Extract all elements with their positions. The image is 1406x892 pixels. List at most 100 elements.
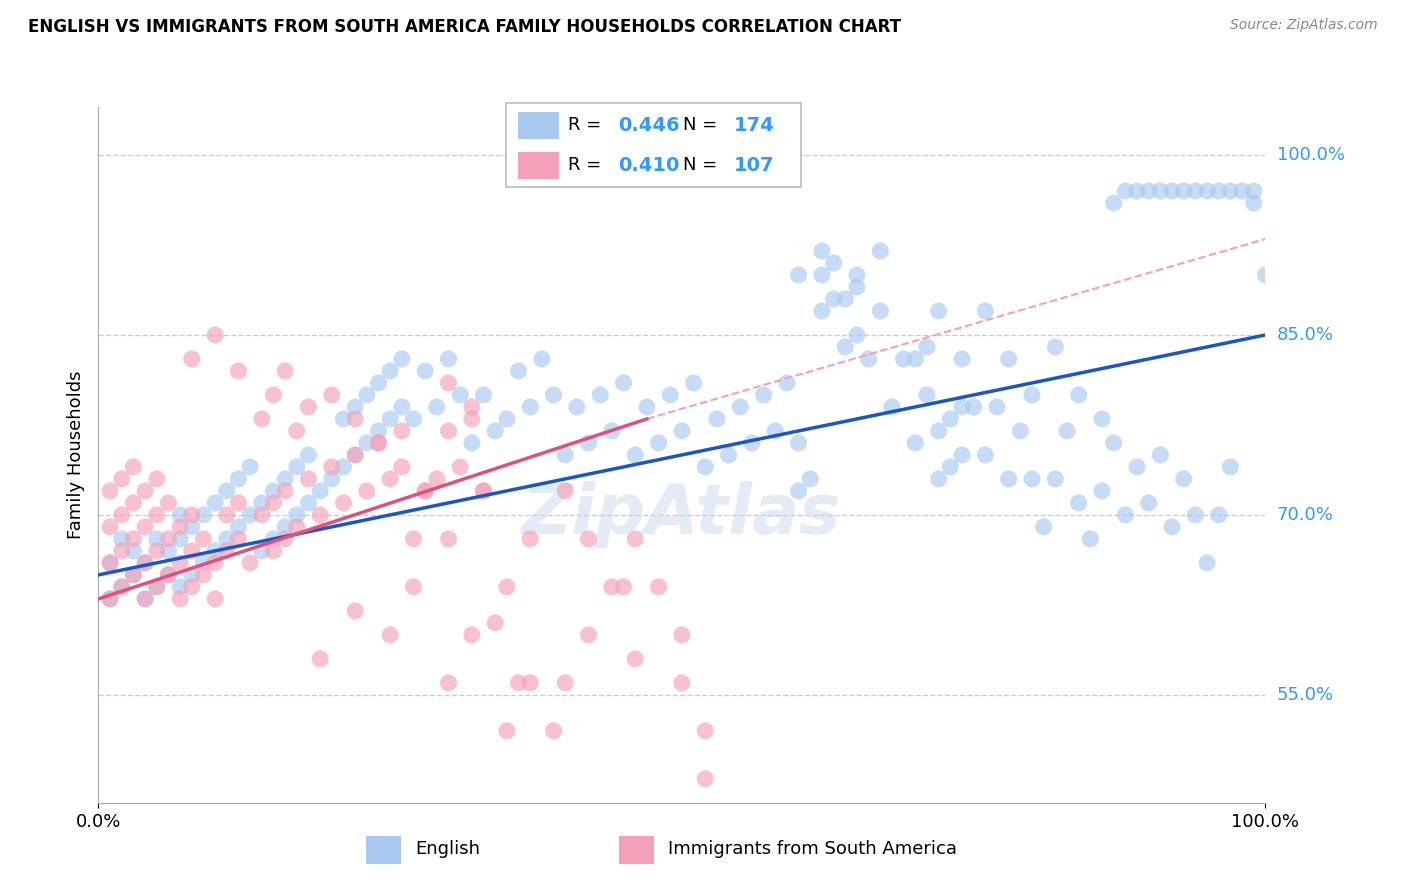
Point [915, 388, 938, 402]
Point [111, 580, 134, 594]
Point [111, 508, 134, 522]
Point [811, 244, 834, 258]
Point [134, 483, 156, 498]
Point [344, 412, 367, 426]
Text: 174: 174 [734, 116, 775, 135]
Point [204, 328, 226, 343]
Point [752, 388, 775, 402]
Point [180, 567, 202, 582]
Point [659, 388, 682, 402]
Point [962, 400, 984, 414]
Text: 55.0%: 55.0% [1277, 686, 1334, 704]
Point [543, 388, 565, 402]
Point [1126, 459, 1149, 474]
Point [939, 412, 962, 426]
Point [974, 448, 997, 462]
Point [122, 496, 145, 510]
Point [250, 544, 273, 558]
Point [239, 508, 262, 522]
Point [274, 472, 297, 486]
Point [578, 436, 600, 450]
Point [134, 591, 156, 606]
Bar [517, 152, 560, 178]
Bar [619, 836, 654, 863]
Point [157, 544, 180, 558]
Point [950, 400, 973, 414]
Point [612, 376, 634, 390]
Point [413, 364, 436, 378]
Point [402, 412, 425, 426]
Point [1045, 472, 1067, 486]
Point [111, 472, 134, 486]
Point [484, 615, 506, 630]
Point [997, 351, 1019, 366]
Point [1149, 448, 1171, 462]
Text: N =: N = [683, 156, 723, 174]
Point [367, 436, 389, 450]
Point [437, 351, 460, 366]
Point [204, 591, 226, 606]
Point [461, 628, 484, 642]
Text: ZipAtlas: ZipAtlas [522, 482, 842, 549]
Point [1254, 268, 1277, 282]
Point [858, 351, 880, 366]
Point [869, 304, 891, 318]
Point [1091, 483, 1114, 498]
Point [262, 388, 284, 402]
Point [367, 376, 389, 390]
Point [193, 508, 215, 522]
Point [426, 400, 449, 414]
Point [274, 364, 297, 378]
Point [180, 508, 202, 522]
Point [508, 364, 530, 378]
Point [146, 580, 169, 594]
Point [671, 424, 693, 438]
Point [193, 532, 215, 546]
Bar [366, 836, 401, 863]
Point [950, 448, 973, 462]
Point [437, 676, 460, 690]
Point [344, 400, 367, 414]
Point [1219, 184, 1241, 198]
Point [1021, 472, 1043, 486]
Point [367, 424, 389, 438]
Point [413, 483, 436, 498]
Point [717, 448, 740, 462]
Point [904, 436, 927, 450]
Point [344, 604, 367, 618]
Point [834, 292, 856, 306]
Point [1114, 508, 1136, 522]
Point [671, 628, 693, 642]
Point [274, 532, 297, 546]
Point [193, 567, 215, 582]
Point [134, 556, 156, 570]
Point [378, 628, 402, 642]
Point [378, 472, 402, 486]
Point [146, 532, 169, 546]
Point [146, 544, 169, 558]
Point [367, 436, 389, 450]
Point [391, 351, 413, 366]
Point [98, 556, 121, 570]
Point [1208, 508, 1230, 522]
Text: Source: ZipAtlas.com: Source: ZipAtlas.com [1230, 18, 1378, 32]
Point [1243, 184, 1265, 198]
Point [578, 628, 600, 642]
Point [169, 591, 191, 606]
Point [250, 412, 273, 426]
Point [285, 459, 308, 474]
Point [274, 520, 297, 534]
Point [880, 400, 903, 414]
Point [169, 556, 191, 570]
Point [356, 436, 378, 450]
Point [285, 424, 308, 438]
Point [146, 508, 169, 522]
Point [915, 340, 938, 354]
Point [1230, 184, 1253, 198]
Point [1161, 520, 1184, 534]
Point [939, 459, 962, 474]
Point [228, 520, 250, 534]
Point [1195, 184, 1218, 198]
Text: 85.0%: 85.0% [1277, 326, 1333, 344]
Point [391, 424, 413, 438]
